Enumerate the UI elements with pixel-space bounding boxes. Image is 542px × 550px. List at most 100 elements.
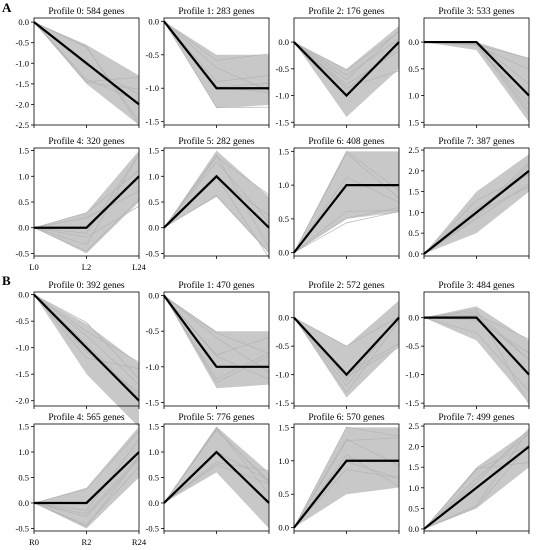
gene-line <box>163 295 270 380</box>
y-tick-label: -2.0 <box>16 99 29 109</box>
profile-panel: Profile 1: 470 genes 0.0 -0.5 -1.0 -1.5 <box>146 280 270 409</box>
y-tick-label: 1.0 <box>148 171 159 181</box>
gene-line <box>293 176 400 253</box>
profile-panel: Profile 7: 499 genes 0.0 0.5 1.0 1.5 2.0 2.5 <box>408 412 530 534</box>
y-tick-label: -0.5 <box>16 523 29 533</box>
profile-title: Profile 5: 282 genes <box>178 136 255 147</box>
y-tick-label: 1.5 <box>408 187 419 197</box>
gene-line <box>423 309 530 405</box>
y-tick-label: 1.0 <box>408 483 419 493</box>
gene-line <box>293 469 400 528</box>
gene-line <box>163 161 270 228</box>
gene-line <box>163 21 270 61</box>
y-tick-label: 1.5 <box>278 422 289 432</box>
gene-line <box>33 21 140 122</box>
y-tick-label: -1.0 <box>16 58 29 68</box>
profile-mean-line <box>293 184 399 254</box>
y-tick-label: -1.5 <box>406 398 419 408</box>
gene-band <box>294 427 399 528</box>
gene-line <box>163 462 270 504</box>
profile-mean-line <box>163 174 270 229</box>
y-tick-label: 0.5 <box>148 473 159 483</box>
y-tick-label: -0.5 <box>16 248 29 258</box>
profile-panel: Profile 5: 776 genes -0.5 0.0 0.5 1.0 1.5 <box>146 412 270 534</box>
y-tick-label: 0.0 <box>278 523 289 533</box>
y-tick-label: 0.0 <box>18 223 29 233</box>
profile-title: Profile 4: 565 genes <box>48 412 125 423</box>
y-tick-label: 0.0 <box>148 16 159 26</box>
profile-title: Profile 3: 484 genes <box>438 280 515 291</box>
y-tick-label: 0.0 <box>18 290 29 300</box>
profile-title: Profile 2: 572 genes <box>308 280 385 291</box>
gene-band <box>34 294 139 428</box>
y-tick-label: 0.0 <box>278 37 289 47</box>
x-tick-label: R2 <box>82 537 92 547</box>
gene-band <box>424 430 529 529</box>
profile-panel: Profile 5: 282 genes -0.5 0.0 0.5 1.0 1.5 <box>146 136 270 259</box>
panel-letter: A <box>2 0 12 15</box>
gene-line <box>293 316 400 347</box>
y-tick-label: -0.5 <box>146 248 159 258</box>
profile-mean-line <box>293 459 399 529</box>
y-tick-label: 1.0 <box>278 456 289 466</box>
y-tick-label: -0.5 <box>146 326 159 336</box>
gene-line <box>293 152 400 253</box>
profile-mean-line <box>293 41 400 98</box>
gene-line <box>423 444 530 530</box>
profile-panel: Profile 2: 176 genes 0.0 -0.5 -1.0 -1.5 <box>276 6 400 128</box>
y-tick-label: 1.5 <box>148 146 159 156</box>
gene-line <box>293 317 400 394</box>
profile-mean-line <box>163 450 270 504</box>
y-tick-label: -2.5 <box>16 120 29 130</box>
y-tick-label: 0.0 <box>278 248 289 258</box>
y-tick-label: 0.0 <box>18 17 29 27</box>
y-tick-label: -1.0 <box>276 91 289 101</box>
profile-panel: Profile 4: 565 genes -0.5 0.0 0.5 1.0 1.5 <box>16 412 140 534</box>
gene-line <box>33 430 140 504</box>
gene-line <box>293 207 400 253</box>
profile-panel: Profile 1: 283 genes 0.0 -0.5 -1.0 -1.5 <box>146 6 270 128</box>
profile-title: Profile 1: 470 genes <box>178 280 255 291</box>
gene-band <box>294 300 399 398</box>
gene-line <box>163 21 270 83</box>
gene-line <box>33 190 140 229</box>
profile-title: Profile 6: 408 genes <box>308 136 385 147</box>
gene-line <box>33 154 140 234</box>
y-tick-label: -1.5 <box>16 79 29 89</box>
gene-band <box>424 306 529 404</box>
gene-line <box>163 295 270 384</box>
profile-title: Profile 2: 176 genes <box>308 6 385 17</box>
gene-line <box>293 31 400 71</box>
y-tick-label: 1.5 <box>408 117 419 127</box>
y-tick-label: 0.0 <box>408 37 419 47</box>
profile-title: Profile 7: 499 genes <box>438 412 515 423</box>
y-tick-label: -2.0 <box>16 396 29 406</box>
profile-panel: Profile 4: 320 genes -0.5 0.0 0.5 1.0 1.5 <box>16 136 140 259</box>
gene-line <box>163 194 270 253</box>
profile-title: Profile 4: 320 genes <box>48 136 125 147</box>
profile-mean-line <box>424 316 530 376</box>
y-tick-label: -0.5 <box>146 523 159 533</box>
gene-band <box>424 154 529 254</box>
profile-mean-line <box>163 294 269 368</box>
gene-band <box>34 150 139 254</box>
profile-mean-line <box>293 316 400 377</box>
y-tick-label: 0.5 <box>408 64 419 74</box>
y-tick-label: 0.0 <box>278 313 289 323</box>
gene-line <box>293 314 400 387</box>
profile-panel: Profile 6: 408 genes 0.0 0.5 1.0 1.5 <box>278 136 400 259</box>
gene-line <box>163 464 270 504</box>
y-tick-label: 0.5 <box>278 489 289 499</box>
y-tick-label: 0.0 <box>148 498 159 508</box>
gene-line <box>423 428 530 530</box>
y-tick-label: 1.0 <box>18 171 29 181</box>
gene-band <box>294 26 399 117</box>
y-tick-label: 2.0 <box>408 442 419 452</box>
gene-line <box>293 41 400 85</box>
y-tick-label: 0.0 <box>18 498 29 508</box>
y-tick-label: 0.5 <box>148 197 159 207</box>
gene-line <box>293 41 400 88</box>
y-tick-label: 1.5 <box>148 422 159 432</box>
profile-title: Profile 1: 283 genes <box>178 6 255 17</box>
y-tick-label: 1.0 <box>18 447 29 457</box>
